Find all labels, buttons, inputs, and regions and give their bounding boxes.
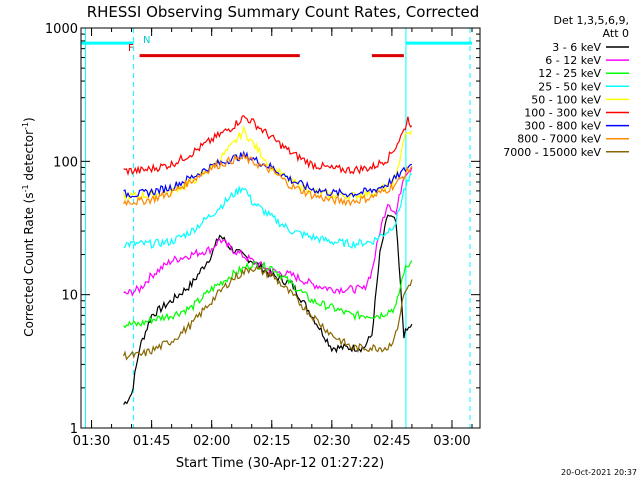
legend-label: 6 - 12 keV: [545, 54, 601, 67]
legend-label: 12 - 25 keV: [538, 67, 601, 80]
chart-title: RHESSI Observing Summary Count Rates, Co…: [87, 3, 480, 21]
legend-header-line-2: Att 0: [603, 27, 629, 40]
x-tick-label: 01:45: [133, 434, 170, 449]
legend-label: 25 - 50 keV: [538, 80, 601, 93]
x-tick-label: 02:45: [373, 434, 410, 449]
legend-label: 50 - 100 keV: [531, 93, 601, 106]
legend-header-line-1: Det 1,3,5,6,9,: [553, 14, 629, 27]
generation-timestamp: 20-Oct-2021 20:37: [561, 468, 637, 477]
series-line-2: [123, 260, 413, 329]
series-line-1: [123, 167, 413, 297]
legend-label: 800 - 7000 keV: [517, 133, 601, 146]
x-axis-label: Start Time (30-Apr-12 01:27:22): [176, 456, 384, 471]
series-line-4: [123, 125, 413, 202]
flag-label-n: N: [143, 35, 150, 46]
x-tick-label: 02:30: [313, 434, 350, 449]
flag-label-f: F: [128, 43, 134, 54]
y-tick-label: 10: [61, 289, 78, 304]
series-line-5: [123, 114, 413, 177]
legend-label: 100 - 300 keV: [524, 107, 601, 120]
x-tick-label: 01:30: [73, 434, 110, 449]
series-line-8: [123, 265, 413, 361]
series-line-0: [123, 214, 413, 405]
y-axis-label: Corrected Count Rate (s-1 detector-1): [21, 117, 36, 336]
series-line-7: [123, 152, 413, 207]
series-line-6: [123, 150, 413, 199]
series-line-3: [123, 173, 413, 250]
plot-frame: [80, 27, 481, 429]
x-tick-label: 02:00: [193, 434, 230, 449]
y-tick-label: 100: [53, 155, 78, 170]
legend-label: 3 - 6 keV: [552, 41, 601, 54]
x-tick-label: 03:00: [433, 434, 470, 449]
x-tick-label: 02:15: [253, 434, 290, 449]
legend-label: 7000 - 15000 keV: [503, 146, 601, 159]
y-tick-label: 1: [70, 422, 78, 437]
y-tick-label: 1000: [45, 22, 78, 37]
legend-label: 300 - 800 keV: [524, 120, 601, 133]
